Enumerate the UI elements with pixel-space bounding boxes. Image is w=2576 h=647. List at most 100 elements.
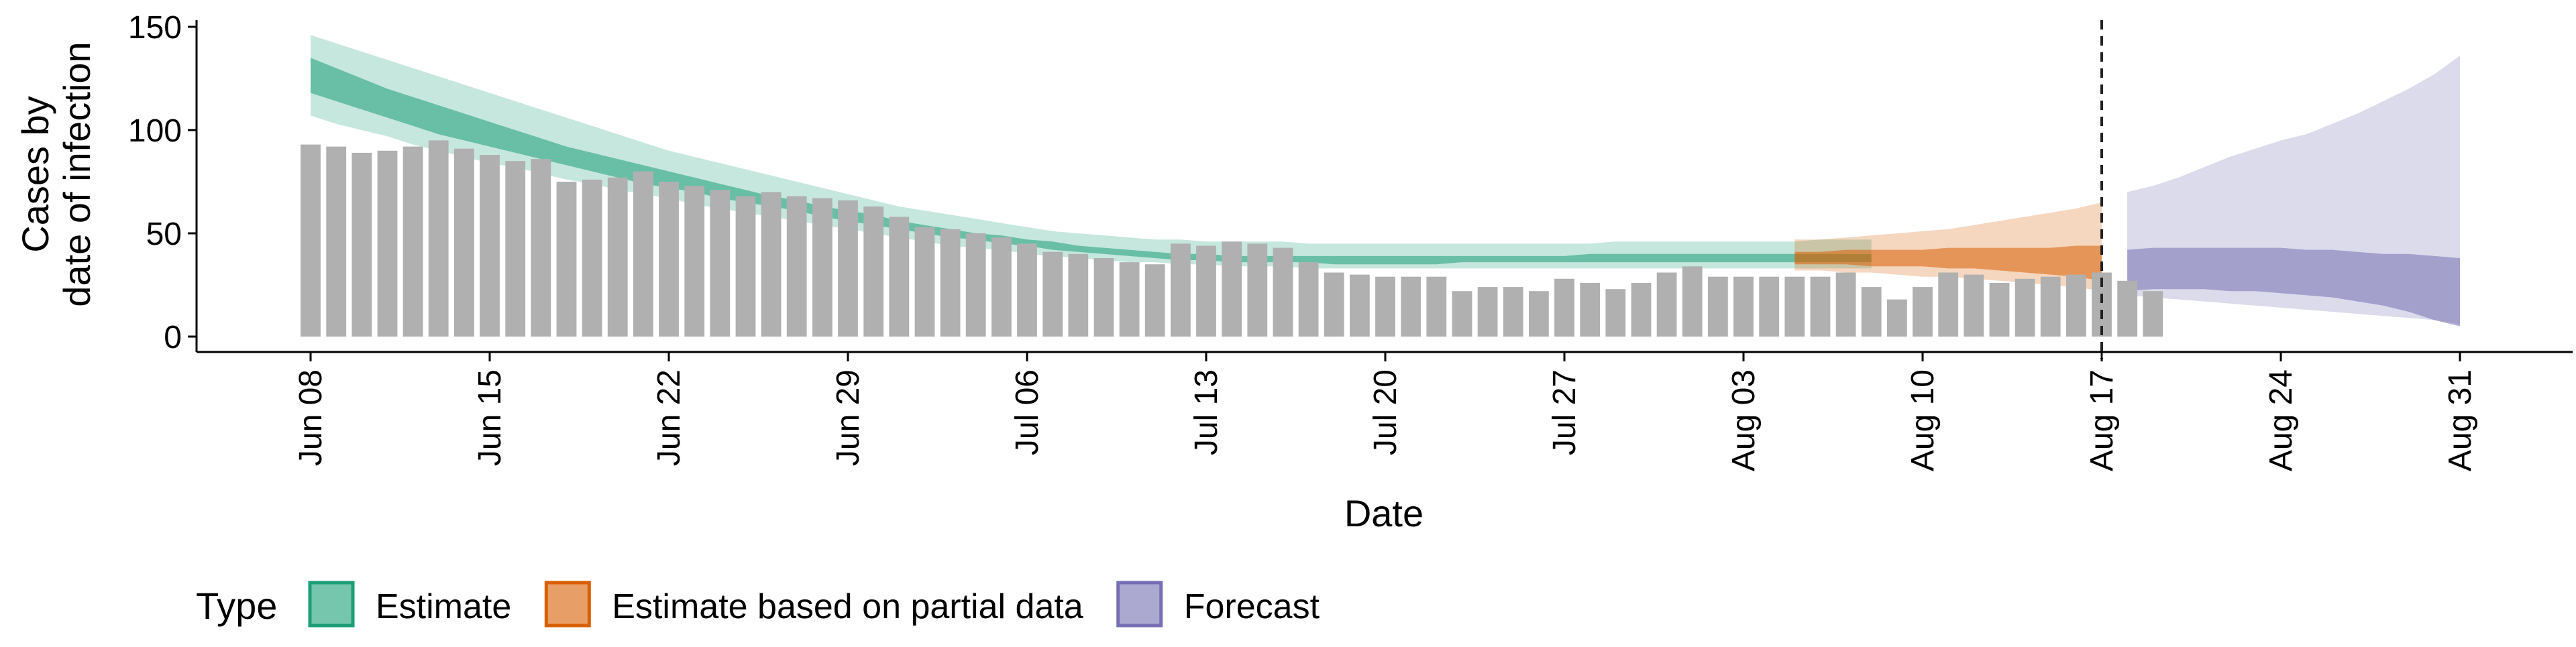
case-bar [2015,278,2035,337]
case-bar [1810,276,1831,337]
case-bar [889,217,910,337]
case-bar [863,207,884,337]
case-bar [812,198,833,337]
case-bar [1196,245,1216,337]
case-bar [761,192,782,337]
y-tick-label: 50 [146,217,182,252]
x-tick-label: Aug 31 [2443,369,2478,471]
y-tick-label: 0 [164,320,182,355]
case-bar [352,152,372,337]
bar-layer [301,140,2163,337]
case-bar [1401,276,1421,337]
case-bar [2117,280,2138,337]
estimate-inner-band [311,58,1872,265]
case-bar [965,233,986,337]
case-bar [710,190,731,337]
case-bar [1222,241,1242,337]
band-layer [311,35,2460,327]
case-bar [1426,276,1447,337]
x-tick-label: Jul 20 [1368,369,1403,455]
case-bar [1350,274,1370,337]
case-bar [326,146,347,337]
case-bar [1171,243,1191,337]
case-bar [786,196,807,337]
case-bar [556,182,577,337]
case-bar [940,229,961,337]
case-bar [659,182,679,337]
case-bar [1656,272,1677,337]
case-bar [1913,287,1933,337]
case-bar [1375,276,1395,337]
case-bar [1554,278,1574,337]
case-bar [428,140,449,337]
y-tick-label: 100 [128,113,182,149]
case-bar [1784,276,1805,337]
case-bar [1964,274,1984,337]
case-bar [1042,251,1063,337]
case-bar [1017,243,1037,337]
case-bar [1503,287,1523,337]
legend-label-estimate: Estimate [376,587,511,626]
case-bar [480,155,500,337]
x-tick-label: Jun 15 [472,369,508,466]
case-bar [1989,282,2010,337]
legend-swatch-estimate-based-on-partial-data [544,581,591,628]
x-tick-label: Aug 17 [2084,369,2120,471]
case-bar [1529,291,1549,337]
x-tick-label: Jun 22 [651,369,687,466]
case-bar [1708,276,1728,337]
case-bar [301,144,321,337]
x-tick-label: Jul 06 [1010,369,1045,455]
estimate-based-on-partial-data-inner-band [1794,245,2102,281]
case-bar [1887,299,1907,337]
x-tick-label: Aug 10 [1905,369,1941,471]
case-bar [1298,262,1319,337]
case-bar [914,227,935,337]
case-bar [1324,272,1344,337]
case-bar [1938,272,1959,337]
case-bar [991,237,1012,337]
case-bar [1733,276,1754,337]
estimate-outer-band [311,35,1872,269]
y-axis-title-line: Cases by [14,96,56,252]
case-bar [838,200,858,337]
case-bar [1580,282,1601,337]
forecast-inner-band [2127,247,2460,327]
case-bar [1605,289,1626,337]
case-bar [684,186,705,337]
legend-swatch-forecast [1116,581,1163,628]
case-bar [505,161,526,337]
legend-label-estimate-based-on-partial-data: Estimate based on partial data [612,587,1083,626]
case-bar [735,196,756,337]
case-bar [377,150,398,337]
case-bar [1144,264,1165,337]
legend-title: Type [196,585,277,627]
x-tick-label: Aug 24 [2263,369,2299,471]
case-bar [1119,262,1140,337]
y-axis-title-line: date of infection [56,42,98,306]
case-bar [1093,258,1114,337]
case-bar [1861,287,1882,337]
legend: Type Estimate Estimate based on partial da… [196,581,1320,628]
x-tick-label: Jul 27 [1547,369,1582,455]
case-bar [1682,266,1703,337]
case-bar [402,146,423,337]
legend-label-forecast: Forecast [1184,587,1320,626]
case-bar [1452,291,1472,337]
case-bar [1835,272,1856,337]
case-bar [1247,243,1268,337]
x-axis-title: Date [1344,492,1424,534]
x-tick-label: Aug 03 [1726,369,1762,471]
y-axis-title: Cases bydate of infection [14,42,98,306]
case-bar [531,159,551,337]
case-bar [2143,291,2163,337]
x-tick-label: Jun 29 [830,369,866,466]
case-bar [1759,276,1780,337]
case-bar [454,148,474,337]
legend-swatch-estimate [308,581,355,628]
case-bar [1631,282,1652,337]
x-tick-label: Jul 13 [1189,369,1224,455]
case-bar [633,171,653,337]
